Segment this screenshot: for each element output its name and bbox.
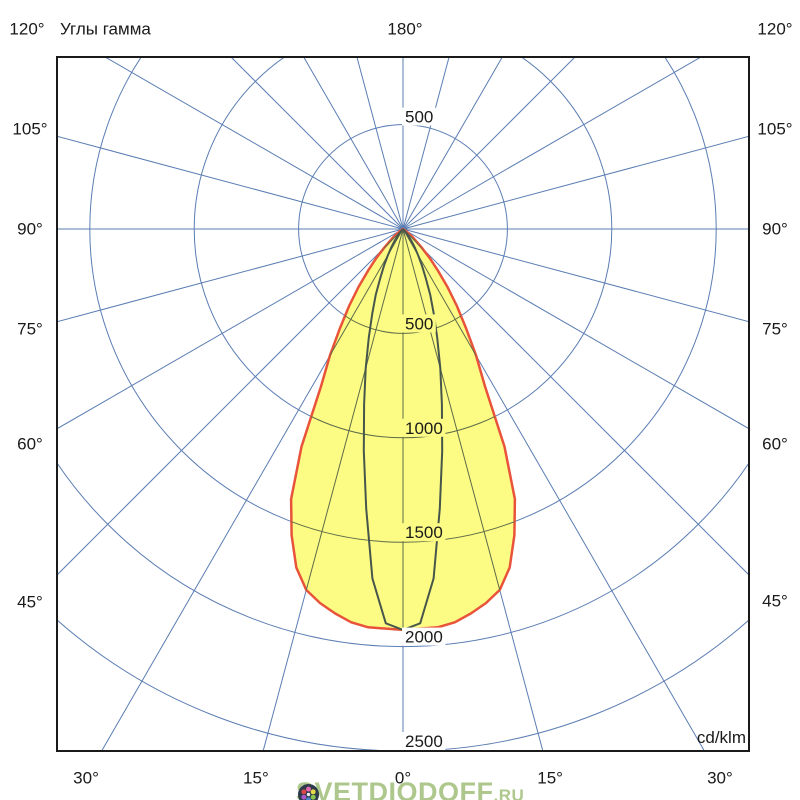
radial-tick-label: 500: [405, 108, 433, 127]
radial-tick-label: 1000: [405, 419, 443, 438]
tick-label-mask: [402, 627, 446, 646]
radial-tick-label: 2500: [405, 732, 443, 751]
tick-label-mask: [402, 418, 446, 437]
watermark: SVET DIODOFF .RU: [296, 776, 525, 800]
corner-angle-label-left: 120°: [9, 19, 45, 39]
tick-label-mask: [402, 732, 446, 750]
led-disc-icon: [297, 783, 320, 800]
gamma-axis-label: 15°: [243, 768, 269, 788]
gamma-axis-label: 60°: [762, 434, 788, 454]
tick-label-mask: [402, 523, 446, 542]
radial-tick-label: 1500: [405, 523, 443, 542]
led-dot: [306, 786, 311, 792]
watermark-text-right: DIODOFF: [368, 776, 494, 800]
gamma-axis-label: 15°: [537, 768, 563, 788]
gamma-axis-label: 75°: [762, 319, 788, 339]
gamma-axis-label: 30°: [73, 768, 99, 788]
watermark-suffix: .RU: [493, 786, 525, 800]
gamma-axis-label: 45°: [762, 591, 788, 611]
gamma-axis-label: 45°: [17, 592, 43, 612]
page-title: Углы гамма: [60, 19, 151, 39]
gamma-axis-label: 90°: [762, 219, 788, 239]
radial-tick-label: 500: [405, 314, 433, 333]
led-dot: [301, 794, 307, 800]
gamma-axis-label: 105°: [757, 119, 793, 139]
units-label: cd/klm: [697, 728, 746, 747]
gamma-axis-label: 30°: [707, 768, 733, 788]
gamma-axis-label: 60°: [17, 434, 43, 454]
tick-label-mask: [402, 314, 436, 333]
tick-label-mask: [402, 107, 436, 126]
led-dot: [301, 789, 307, 795]
corner-angle-label-right: 120°: [757, 19, 793, 39]
led-dot: [306, 797, 311, 800]
led-dot: [310, 794, 316, 800]
gamma-axis-label: 75°: [17, 319, 43, 339]
top-angle-label: 180°: [387, 19, 423, 39]
plot-frame: [56, 56, 750, 752]
gamma-axis-label: 105°: [12, 119, 48, 139]
gamma-axis-label: 90°: [17, 219, 43, 239]
led-dot: [310, 789, 316, 795]
gamma-axis-label: 0°: [394, 768, 412, 788]
radial-tick-label: 2000: [405, 628, 443, 647]
led-dot: [306, 792, 311, 797]
